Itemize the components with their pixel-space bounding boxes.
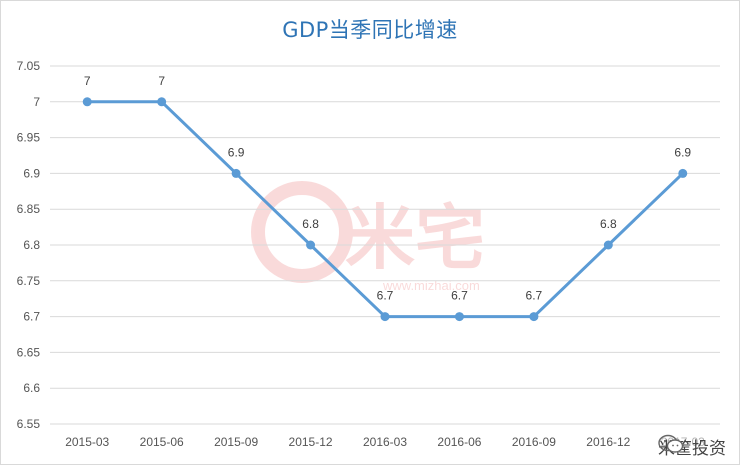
data-point	[157, 97, 167, 107]
data-point	[529, 312, 539, 322]
y-tick-label: 6.6	[23, 381, 40, 395]
y-tick-label: 6.7	[23, 310, 40, 324]
brand-badge: 米筐投资	[658, 434, 726, 459]
data-label: 7	[84, 74, 91, 88]
data-label: 6.8	[600, 217, 617, 231]
data-point	[82, 97, 92, 107]
y-tick-label: 6.95	[17, 131, 41, 145]
data-label: 6.7	[526, 289, 543, 303]
data-label: 6.8	[302, 217, 319, 231]
watermark: 米宅 www.mizhai.com	[251, 181, 485, 293]
wechat-icon	[658, 434, 684, 453]
data-point	[380, 312, 390, 322]
data-label: 6.9	[674, 145, 691, 159]
x-tick-label: 2015-06	[140, 435, 184, 449]
data-point	[306, 240, 316, 250]
x-tick-label: 2016-12	[586, 435, 630, 449]
data-point	[454, 312, 464, 322]
data-label: 6.7	[377, 289, 394, 303]
x-tick-label: 2015-03	[65, 435, 109, 449]
x-tick-label: 2016-09	[512, 435, 556, 449]
x-tick-label: 2015-12	[289, 435, 333, 449]
watermark-logo-icon	[251, 181, 353, 283]
y-tick-label: 7	[33, 95, 40, 109]
y-tick-label: 7.05	[17, 59, 41, 73]
data-label: 6.9	[228, 145, 245, 159]
x-tick-label: 2015-09	[214, 435, 258, 449]
y-tick-label: 6.9	[23, 166, 40, 180]
watermark-url: www.mizhai.com	[382, 278, 480, 293]
data-label: 7	[158, 74, 165, 88]
x-tick-label: 2016-06	[437, 435, 481, 449]
watermark-text: 米宅	[345, 197, 485, 279]
y-tick-label: 6.65	[17, 345, 41, 359]
y-tick-label: 6.55	[17, 417, 41, 431]
data-point	[603, 240, 613, 250]
y-tick-label: 6.8	[23, 238, 40, 252]
data-point	[678, 168, 688, 178]
chart-title: GDP当季同比增速	[282, 18, 458, 42]
data-point	[231, 168, 241, 178]
y-tick-label: 6.85	[17, 202, 41, 216]
data-label: 6.7	[451, 289, 468, 303]
x-tick-label: 2016-03	[363, 435, 407, 449]
y-tick-label: 6.75	[17, 274, 41, 288]
